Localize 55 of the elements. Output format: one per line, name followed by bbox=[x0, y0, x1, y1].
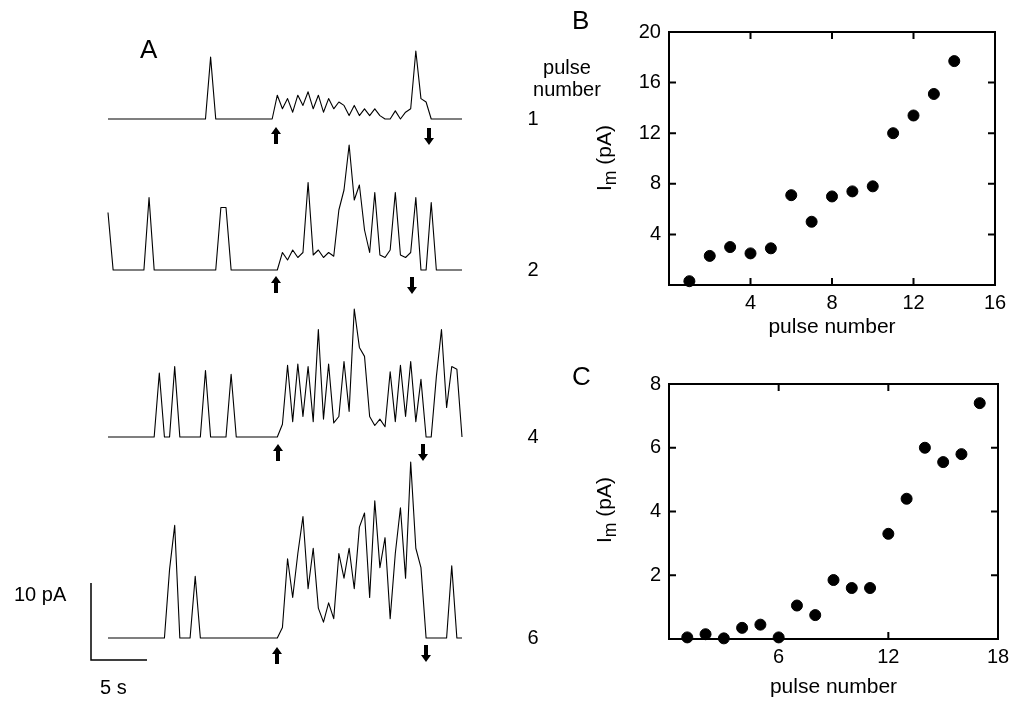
text: 5 s bbox=[100, 676, 127, 698]
y-tick-label: 8 bbox=[649, 371, 661, 394]
text: 6 bbox=[527, 625, 539, 648]
point bbox=[754, 618, 767, 631]
point bbox=[918, 441, 931, 454]
point bbox=[864, 582, 877, 594]
x-tick-label: 4 bbox=[744, 290, 757, 313]
text: 10 pA bbox=[14, 583, 67, 605]
y-tick-label: 4 bbox=[649, 221, 661, 244]
point bbox=[866, 180, 879, 193]
point bbox=[724, 241, 737, 254]
y-tick-label: 6 bbox=[649, 435, 661, 458]
point bbox=[937, 456, 950, 469]
point bbox=[900, 492, 913, 505]
y-tick-label: 20 bbox=[638, 19, 661, 42]
point bbox=[973, 397, 986, 410]
point bbox=[882, 527, 895, 540]
x-tick-label: 6 bbox=[773, 644, 785, 667]
x-tick-label: 18 bbox=[986, 644, 1010, 667]
x-tick-label: 12 bbox=[877, 644, 900, 667]
point bbox=[907, 109, 920, 122]
point bbox=[703, 249, 716, 262]
point bbox=[764, 242, 777, 255]
point bbox=[699, 628, 712, 641]
y-tick-label: 16 bbox=[638, 70, 661, 93]
x-tick-label: 16 bbox=[983, 290, 1007, 313]
point bbox=[927, 87, 940, 100]
point bbox=[887, 127, 900, 140]
point bbox=[790, 599, 803, 612]
y-tick-label: 12 bbox=[638, 120, 661, 143]
point bbox=[846, 185, 859, 198]
x-axis-title: pulse number bbox=[769, 674, 898, 698]
y-tick-label: 8 bbox=[649, 171, 661, 194]
point bbox=[827, 574, 840, 587]
y-tick-label: 2 bbox=[649, 562, 661, 585]
point bbox=[826, 190, 838, 203]
y-tick-label: 4 bbox=[649, 499, 661, 522]
point bbox=[785, 189, 798, 202]
chart-title: A bbox=[140, 34, 158, 64]
point bbox=[809, 609, 822, 622]
text: 1 bbox=[527, 106, 539, 129]
point bbox=[805, 215, 818, 228]
point bbox=[845, 582, 858, 594]
point bbox=[955, 448, 968, 461]
x-tick-label: 12 bbox=[902, 290, 925, 313]
point bbox=[736, 621, 749, 634]
text: 2 bbox=[527, 257, 539, 280]
point bbox=[744, 247, 757, 260]
chart-title: C bbox=[572, 361, 591, 391]
text: pulse number bbox=[532, 56, 602, 100]
text: 4 bbox=[527, 424, 539, 447]
x-axis-title: pulse number bbox=[768, 314, 896, 338]
chart-title: B bbox=[572, 5, 590, 35]
x-tick-label: 8 bbox=[826, 290, 838, 313]
point bbox=[948, 55, 961, 68]
